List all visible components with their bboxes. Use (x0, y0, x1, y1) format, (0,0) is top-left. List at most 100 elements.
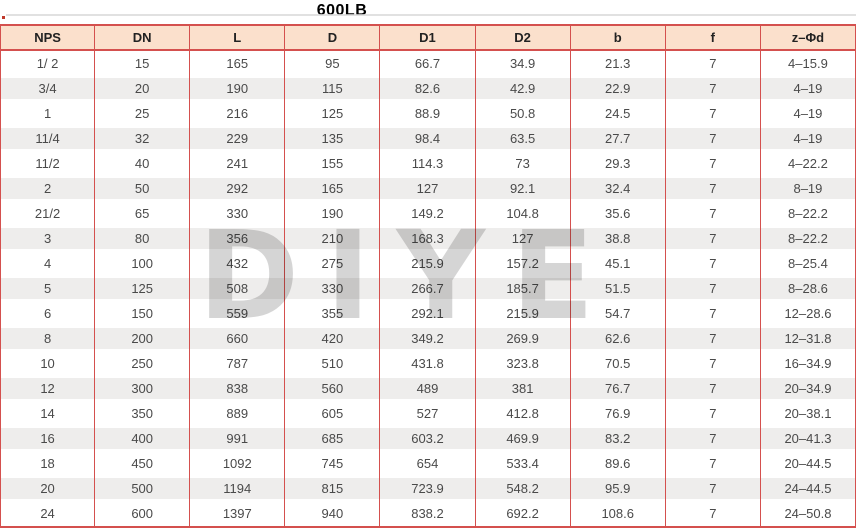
table-cell: 8–25.4 (761, 251, 856, 276)
table-cell: 20–34.9 (760, 376, 856, 401)
table-cell: 155 (285, 151, 381, 176)
column-header-0: NPS (0, 24, 96, 51)
table-cell: 7 (665, 226, 761, 251)
table-cell: 7 (666, 201, 761, 226)
table-row: 11/4 32 229 135 98.4 63.5 27.7 7 4–19 (0, 126, 856, 151)
table-cell: 323.8 (476, 351, 571, 376)
table-row: 4 100 432 275 215.9 157.2 45.1 7 8–25.4 (0, 251, 856, 276)
table-row: 8 200 660 420 349.2 269.9 62.6 7 12–31.8 (0, 326, 856, 351)
table-cell: 4–22.2 (761, 151, 856, 176)
table-cell: 127 (380, 176, 476, 201)
table-cell: 135 (285, 126, 381, 151)
table-cell: 200 (95, 326, 191, 351)
table-cell: 420 (285, 326, 381, 351)
table-cell: 838 (190, 376, 286, 401)
table-cell: 7 (666, 401, 761, 426)
table-cell: 157.2 (476, 251, 571, 276)
table-cell: 685 (285, 426, 381, 451)
table-cell: 27.7 (570, 126, 666, 151)
table-row: 21/2 65 330 190 149.2 104.8 35.6 7 8–22.2 (0, 201, 856, 226)
table-cell: 6 (0, 301, 96, 326)
table-cell: 25 (95, 101, 191, 126)
table-cell: 7 (665, 476, 761, 501)
table-cell: 16–34.9 (761, 351, 856, 376)
table-cell: 7 (665, 76, 761, 101)
table-row: 18 450 1092 745 654 533.4 89.6 7 20–44.5 (0, 451, 856, 476)
table-cell: 65 (95, 201, 191, 226)
table-cell: 7 (665, 426, 761, 451)
table-cell: 660 (190, 326, 286, 351)
table-row: 6 150 559 355 292.1 215.9 54.7 7 12–28.6 (0, 301, 856, 326)
table-body: 1/ 2 15 165 95 66.7 34.9 21.3 7 4–15.9 3/4 20 190 11… (0, 51, 856, 528)
table-cell: 8 (0, 326, 96, 351)
table-row: 24 600 1397 940 838.2 692.2 108.6 7 24–50.8 (0, 501, 856, 528)
table-cell: 24 (0, 501, 96, 528)
table-cell: 940 (285, 501, 381, 528)
table-row: 11/2 40 241 155 114.3 73 29.3 7 4–22.2 (0, 151, 856, 176)
table-cell: 165 (190, 51, 286, 76)
table-cell: 10 (0, 351, 96, 376)
table-cell: 275 (285, 251, 381, 276)
table-cell: 12–31.8 (760, 326, 856, 351)
table-cell: 355 (285, 301, 381, 326)
column-header-4: D1 (380, 24, 476, 51)
corner-mark (2, 16, 5, 19)
table-cell: 12 (0, 376, 96, 401)
table-cell: 533.4 (476, 451, 571, 476)
table-cell: 165 (285, 176, 381, 201)
table-cell: 88.9 (380, 101, 476, 126)
table-cell: 381 (475, 376, 571, 401)
table-cell: 24.5 (571, 101, 666, 126)
table-cell: 40 (95, 151, 191, 176)
table-cell: 991 (190, 426, 286, 451)
table-cell: 185.7 (475, 276, 571, 301)
table-cell: 20–41.3 (760, 426, 856, 451)
table-row: 14 350 889 605 527 412.8 76.9 7 20–38.1 (0, 401, 856, 426)
table-cell: 98.4 (380, 126, 476, 151)
table-cell: 450 (95, 451, 191, 476)
table-cell: 32.4 (570, 176, 666, 201)
table-row: 12 300 838 560 489 381 76.7 7 20–34.9 (0, 376, 856, 401)
table-cell: 168.3 (380, 226, 476, 251)
table-cell: 125 (95, 276, 191, 301)
table-cell: 12–28.6 (761, 301, 856, 326)
table-cell: 723.9 (380, 476, 476, 501)
table-cell: 20 (0, 476, 96, 501)
table-cell: 1/ 2 (0, 51, 96, 76)
table-row: 2 50 292 165 127 92.1 32.4 7 8–19 (0, 176, 856, 201)
table-cell: 603.2 (380, 426, 476, 451)
table-cell: 432 (190, 251, 286, 276)
table-cell: 7 (666, 251, 761, 276)
column-header-1: DN (95, 24, 191, 51)
table-cell: 7 (665, 501, 761, 528)
table-cell: 560 (285, 376, 381, 401)
table-cell: 8–28.6 (760, 276, 856, 301)
table-cell: 500 (95, 476, 191, 501)
column-header-5: D2 (475, 24, 571, 51)
table-cell: 15 (95, 51, 191, 76)
table-cell: 80 (95, 226, 191, 251)
table-cell: 76.9 (571, 401, 666, 426)
column-header-3: D (285, 24, 381, 51)
table-cell: 7 (666, 351, 761, 376)
table-row: 3 80 356 210 168.3 127 38.8 7 8–22.2 (0, 226, 856, 251)
table-cell: 21/2 (0, 201, 96, 226)
table-cell: 548.2 (475, 476, 571, 501)
table-cell: 18 (0, 451, 96, 476)
table-cell: 24–50.8 (760, 501, 856, 528)
table-cell: 745 (285, 451, 381, 476)
table-cell: 104.8 (476, 201, 571, 226)
table-cell: 7 (666, 451, 761, 476)
table-cell: 21.3 (571, 51, 666, 76)
table-cell: 76.7 (570, 376, 666, 401)
table-cell: 5 (0, 276, 96, 301)
table-cell: 114.3 (380, 151, 476, 176)
table-cell: 83.2 (570, 426, 666, 451)
table-cell: 54.7 (571, 301, 666, 326)
table-row: 1/ 2 15 165 95 66.7 34.9 21.3 7 4–15.9 (0, 51, 856, 76)
table-cell: 1092 (190, 451, 286, 476)
table-cell: 489 (380, 376, 476, 401)
table-cell: 4–19 (760, 76, 856, 101)
table-cell: 431.8 (380, 351, 476, 376)
table-cell: 14 (0, 401, 96, 426)
